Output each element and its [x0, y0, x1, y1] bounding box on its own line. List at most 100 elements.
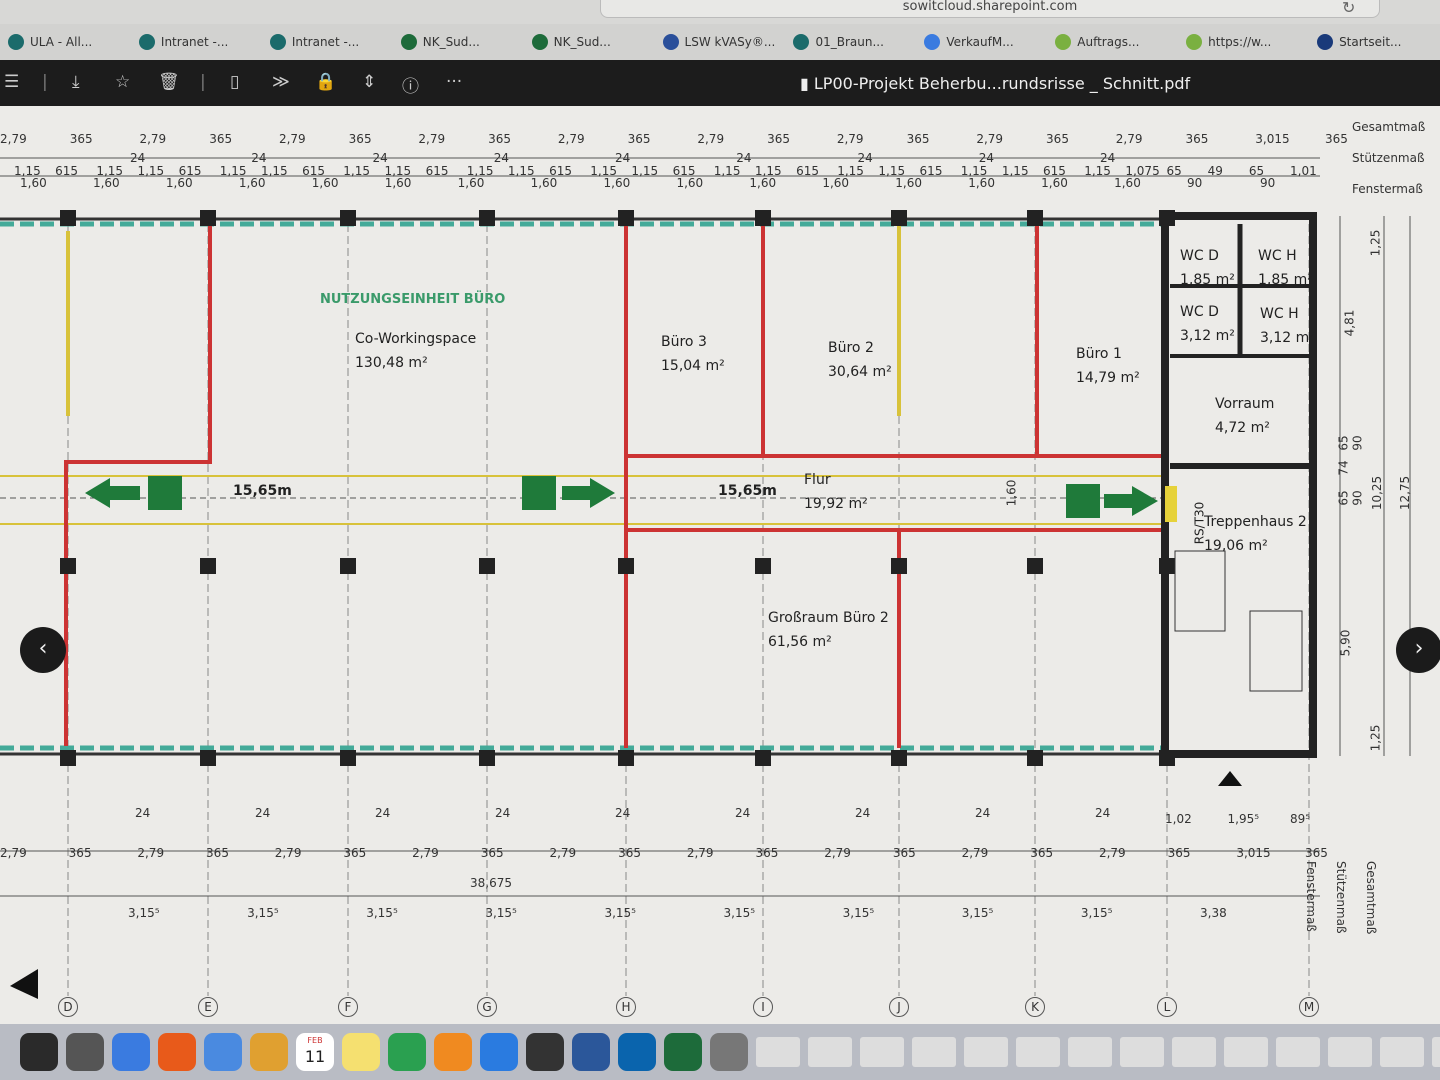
dock-window-thumbnail[interactable] — [1328, 1037, 1372, 1067]
dimension-bottom: 2,79 — [1098, 846, 1126, 860]
pdf-viewer[interactable]: NUTZUNGSEINHEIT BÜRO 15,65m 15,65m RS/T3… — [0, 106, 1440, 1024]
reload-icon[interactable]: ↻ — [1342, 0, 1356, 17]
dock-window-thumbnail[interactable] — [1120, 1037, 1164, 1067]
next-page-button[interactable]: › — [1396, 627, 1440, 673]
bookmark-favicon-icon — [662, 34, 679, 50]
column — [891, 558, 907, 574]
column — [755, 558, 771, 574]
dock-app-icon[interactable] — [434, 1033, 472, 1071]
dock-window-thumbnail[interactable] — [1224, 1037, 1268, 1067]
dimension-top: 90 — [1260, 176, 1276, 190]
bookmark-favicon-icon — [793, 34, 810, 50]
dimension-bottom: 3,15⁵ — [961, 906, 994, 920]
compress-icon[interactable]: ⇕ — [362, 72, 377, 92]
dock-window-thumbnail[interactable] — [1068, 1037, 1112, 1067]
dock-app-icon[interactable] — [66, 1033, 104, 1071]
bookmark-item[interactable]: ULA - All... — [0, 34, 131, 50]
trash-icon[interactable]: 🗑 — [158, 72, 180, 92]
dock-app-icon[interactable] — [158, 1033, 196, 1071]
more-icon[interactable]: ··· — [446, 72, 463, 92]
dimension-bottom: 3,15⁵ — [485, 906, 517, 920]
dock-app-icon[interactable]: FEB 11 — [296, 1033, 334, 1071]
dimension-top: 365 — [1325, 132, 1348, 146]
dimension-top: 1,15 — [343, 164, 370, 178]
dimension-top: 1,15 — [878, 164, 906, 178]
download-icon[interactable]: ⤓ — [72, 72, 80, 92]
section-label: NUTZUNGSEINHEIT BÜRO — [320, 292, 506, 307]
bookmark-item[interactable]: Intranet -... — [131, 34, 262, 50]
lock-icon[interactable]: 🔒 — [315, 72, 337, 92]
axis-label-f: F — [338, 997, 358, 1017]
bookmark-item[interactable]: LSW kVASy®... — [655, 34, 786, 50]
dimension-top: 3,015 — [1255, 132, 1290, 146]
dimension-bottom: 2,79 — [549, 846, 577, 860]
dimension-top: 1,60 — [968, 176, 995, 190]
dock-app-icon[interactable] — [204, 1033, 242, 1071]
dimension-bottom: 2,79 — [824, 846, 851, 860]
bookmark-label: NK_Sud... — [553, 35, 611, 49]
bookmark-item[interactable]: https://w... — [1178, 34, 1309, 50]
forward-icon[interactable]: ≫ — [272, 72, 290, 92]
bookmarks-bar: ULA - All... Intranet -... Intranet -... NK… — [0, 24, 1440, 60]
room-area: 15,04 m² — [661, 358, 725, 374]
dock-app-icon[interactable] — [710, 1033, 748, 1071]
dock-window-thumbnail[interactable] — [1380, 1037, 1424, 1067]
dock-app-icon[interactable] — [250, 1033, 288, 1071]
dimension-top: 365 — [1046, 132, 1069, 146]
red-wall — [64, 224, 212, 746]
dimension-legend: Gesamtmaß — [1352, 120, 1426, 134]
dock-window-thumbnail[interactable] — [964, 1037, 1008, 1067]
previous-page-button[interactable]: ‹ — [20, 627, 66, 673]
dock-app-icon[interactable] — [480, 1033, 518, 1071]
dock-window-thumbnail[interactable] — [912, 1037, 956, 1067]
bookmark-favicon-icon — [1317, 34, 1334, 50]
dock-app-icon[interactable] — [20, 1033, 58, 1071]
dimension-top: 615 — [178, 164, 202, 178]
dimension-bottom: 365 — [343, 846, 367, 860]
axis-label-j: J — [889, 997, 909, 1017]
bookmark-item[interactable]: 01_Braun... — [785, 34, 916, 50]
bookmark-item[interactable]: VerkaufM... — [916, 34, 1047, 50]
dock-app-icon[interactable] — [526, 1033, 564, 1071]
dock-window-thumbnail[interactable] — [1432, 1037, 1440, 1067]
dock-window-thumbnail[interactable] — [808, 1037, 852, 1067]
dimension-bottom: 2,79 — [686, 846, 714, 860]
bookmark-item[interactable]: NK_Sud... — [393, 34, 524, 50]
bookmark-label: 01_Braun... — [815, 35, 884, 49]
bookmark-item[interactable]: Intranet -... — [262, 34, 393, 50]
info-icon[interactable]: ⓘ — [402, 77, 419, 97]
dock-window-thumbnail[interactable] — [756, 1037, 800, 1067]
dock-app-icon[interactable] — [572, 1033, 610, 1071]
dock-app-icon[interactable] — [342, 1033, 380, 1071]
bookmark-item[interactable]: Auftrags... — [1047, 34, 1178, 50]
dimension-top: 1,15 — [260, 164, 288, 178]
column — [1027, 210, 1043, 226]
dock-app-icon[interactable] — [112, 1033, 150, 1071]
dimension-bottom: 365 — [1305, 846, 1328, 860]
dock-window-thumbnail[interactable] — [1172, 1037, 1216, 1067]
dimension-bottom: 365 — [1167, 846, 1191, 860]
core-walls — [1161, 212, 1317, 758]
pdf-toolbar: ☰ | ⤓ ☆ 🗑 | ▯ ≫ 🔒 ⇕ ⓘ ··· ▮ LP00-Projekt… — [0, 60, 1440, 106]
room-area: 1,85 m² — [1258, 272, 1313, 288]
dimension-right: 65 — [1336, 435, 1351, 451]
dimension-top: 1,15 — [754, 164, 782, 178]
axis-label-h: H — [616, 997, 636, 1017]
dock-app-icon[interactable] — [618, 1033, 656, 1071]
page-icon[interactable]: ▯ — [230, 72, 240, 92]
sidebar-icon[interactable]: ☰ — [4, 72, 20, 92]
bookmark-item[interactable]: Startseit... — [1309, 34, 1440, 50]
pdf-file-icon: ▮ — [800, 74, 814, 93]
url-field[interactable]: sowitcloud.sharepoint.com — [600, 0, 1380, 18]
dock-window-thumbnail[interactable] — [860, 1037, 904, 1067]
dock-app-icon[interactable] — [388, 1033, 426, 1071]
bookmark-item[interactable]: NK_Sud... — [524, 34, 655, 50]
bookmark-label: Intranet -... — [160, 35, 229, 49]
dock-window-thumbnail[interactable] — [1016, 1037, 1060, 1067]
dimension-bottom: 24 — [495, 806, 511, 820]
dock-window-thumbnail[interactable] — [1276, 1037, 1320, 1067]
dimension-top: 1,60 — [311, 176, 339, 190]
star-icon[interactable]: ☆ — [115, 72, 131, 92]
bookmark-favicon-icon — [531, 34, 548, 50]
dock-app-icon[interactable] — [664, 1033, 702, 1071]
